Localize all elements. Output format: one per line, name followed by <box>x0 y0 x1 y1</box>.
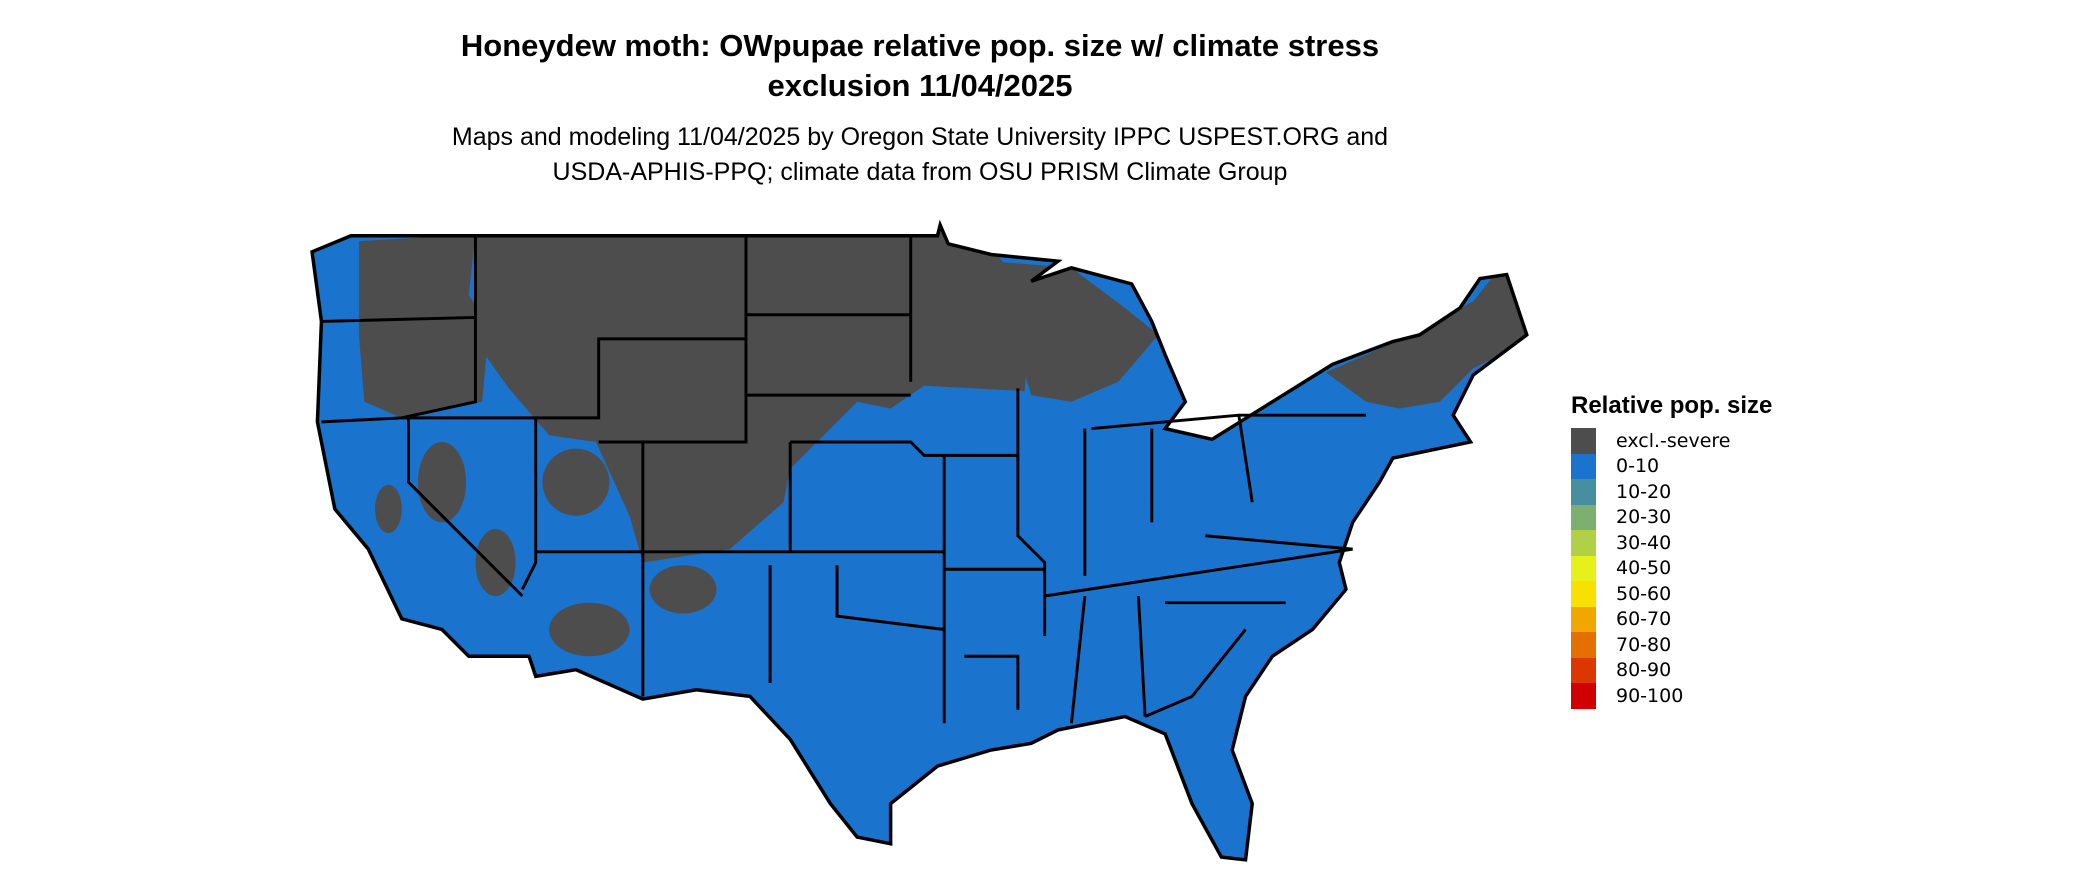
title-line-2: exclusion 11/04/2025 <box>767 68 1073 103</box>
excluded-patch <box>375 484 402 534</box>
excluded-patch <box>649 565 717 614</box>
map-title: Honeydew moth: OWpupae relative pop. siz… <box>0 26 1840 106</box>
legend-item: 60-70 <box>1571 606 1772 632</box>
excluded-northeast <box>1325 267 1527 409</box>
legend-label: 70-80 <box>1616 633 1672 656</box>
legend-swatch <box>1571 555 1596 581</box>
legend-label: 40-50 <box>1616 557 1672 580</box>
legend-item: 70-80 <box>1571 632 1772 658</box>
title-line-1: Honeydew moth: OWpupae relative pop. siz… <box>460 28 1380 63</box>
legend-swatch <box>1571 657 1596 683</box>
legend-swatch <box>1571 504 1596 530</box>
legend-label: 80-90 <box>1616 659 1672 682</box>
subtitle-line-2: USDA-APHIS-PPQ; climate data from OSU PR… <box>552 158 1288 186</box>
legend-item: 40-50 <box>1571 555 1772 581</box>
legend-item: 20-30 <box>1571 504 1772 530</box>
legend-label: excl.-severe <box>1616 429 1731 452</box>
legend-label: 0-10 <box>1616 455 1660 478</box>
legend-swatch <box>1571 581 1596 607</box>
legend-item: 10-20 <box>1571 479 1772 505</box>
legend-swatch <box>1571 428 1596 454</box>
excluded-patch <box>542 448 610 516</box>
legend-label: 20-30 <box>1616 506 1672 529</box>
legend-swatch <box>1571 606 1596 632</box>
legend-swatch <box>1571 683 1596 709</box>
legend: Relative pop. size excl.-severe 0-10 10-20… <box>1571 392 1772 709</box>
legend-item: 50-60 <box>1571 581 1772 607</box>
excluded-wisconsin-michigan <box>991 261 1159 402</box>
legend-label: 10-20 <box>1616 480 1672 503</box>
legend-label: 30-40 <box>1616 531 1672 554</box>
state-borders <box>321 234 1367 724</box>
legend-label: 60-70 <box>1616 608 1672 631</box>
legend-swatch <box>1571 479 1596 505</box>
legend-item: 90-100 <box>1571 683 1772 709</box>
us-outline <box>310 219 1529 862</box>
excluded-patch <box>417 441 467 523</box>
legend-item: 30-40 <box>1571 530 1772 556</box>
excluded-patch <box>475 529 516 596</box>
map-subtitle: Maps and modeling 11/04/2025 by Oregon S… <box>0 120 1840 190</box>
legend-item: 0-10 <box>1571 453 1772 479</box>
legend-item: excl.-severe <box>1571 428 1772 454</box>
legend-label: 90-100 <box>1616 684 1684 707</box>
subtitle-line-1: Maps and modeling 11/04/2025 by Oregon S… <box>451 123 1389 151</box>
legend-swatch <box>1571 530 1596 556</box>
excluded-patch <box>676 475 744 543</box>
legend-swatch <box>1571 632 1596 658</box>
legend-items: excl.-severe 0-10 10-20 20-30 30-40 40-50 50-6… <box>1571 428 1772 709</box>
legend-swatch <box>1571 453 1596 479</box>
legend-title: Relative pop. size <box>1571 392 1773 419</box>
legend-item: 80-90 <box>1571 657 1772 683</box>
excluded-pacific-northwest <box>358 234 489 418</box>
legend-label: 50-60 <box>1616 582 1672 605</box>
excluded-patch <box>549 602 630 657</box>
